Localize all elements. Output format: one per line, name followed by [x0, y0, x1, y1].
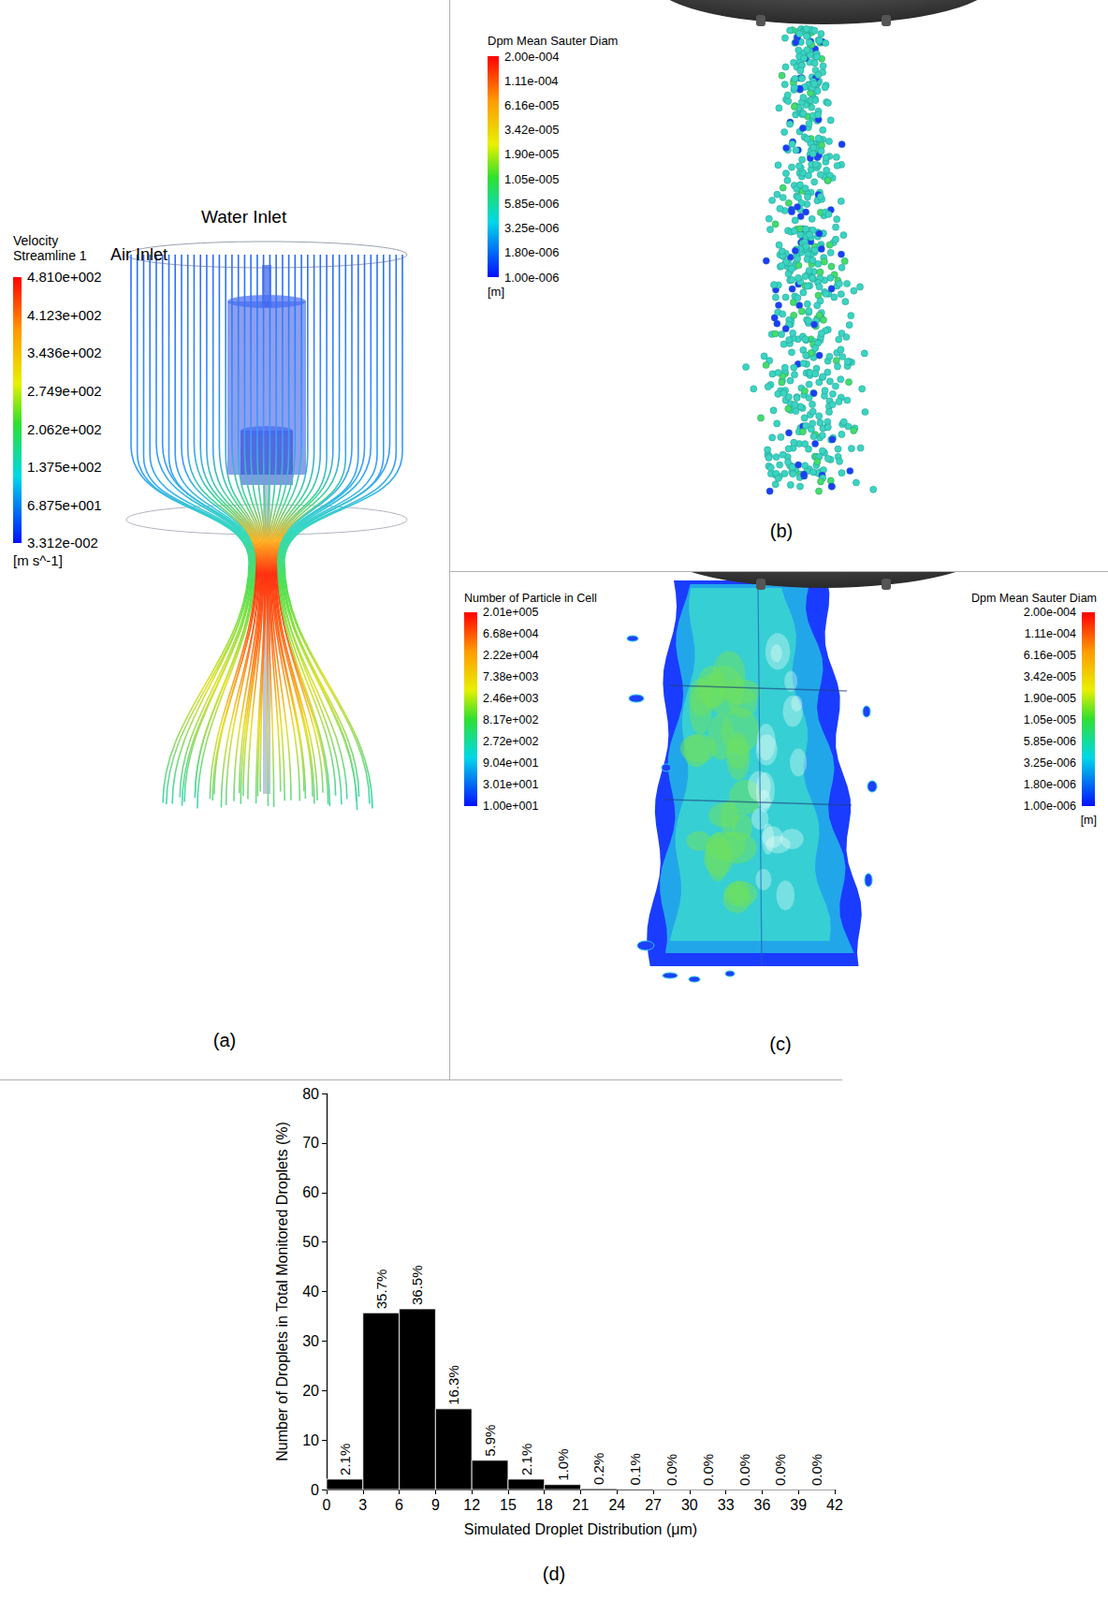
svg-text:6.16e-005: 6.16e-005 [1023, 648, 1077, 662]
svg-text:1.11e-004: 1.11e-004 [1024, 626, 1077, 641]
svg-text:9.04e+001: 9.04e+001 [482, 756, 539, 770]
svg-text:2.00e-004: 2.00e-004 [1023, 605, 1077, 619]
svg-text:2.46e+003: 2.46e+003 [482, 691, 539, 705]
svg-text:2.01e+005: 2.01e+005 [482, 605, 539, 619]
svg-text:0.1%: 0.1% [626, 1452, 643, 1485]
svg-text:60: 60 [302, 1183, 320, 1200]
html-text:(d): (d) [542, 1562, 566, 1584]
svg-text:4.810e+002: 4.810e+002 [27, 268, 103, 285]
svg-text:40: 40 [302, 1282, 320, 1299]
svg-text:Dpm Mean Sauter Diam: Dpm Mean Sauter Diam [487, 33, 618, 48]
svg-text:27: 27 [644, 1496, 662, 1513]
svg-text:1.00e-006: 1.00e-006 [504, 270, 560, 285]
svg-text:50: 50 [302, 1233, 320, 1250]
svg-text:15: 15 [499, 1496, 517, 1513]
svg-text:1.11e-004: 1.11e-004 [504, 73, 559, 88]
svg-text:Number of Droplets in Total Mo: Number of Droplets in Total Monitored Dr… [274, 1121, 291, 1461]
svg-text:1.00e-006: 1.00e-006 [1023, 799, 1077, 813]
svg-text:Number of Particle in Cell: Number of Particle in Cell [464, 591, 598, 605]
svg-text:30: 30 [302, 1332, 320, 1349]
svg-text:5.85e-006: 5.85e-006 [504, 196, 560, 211]
svg-text:0.0%: 0.0% [772, 1453, 788, 1486]
svg-text:Velocity: Velocity [13, 233, 59, 248]
svg-text:2.1%: 2.1% [518, 1443, 535, 1475]
svg-text:0: 0 [310, 1481, 320, 1498]
svg-text:0.0%: 0.0% [808, 1453, 825, 1486]
svg-text:3.25e-006: 3.25e-006 [504, 220, 560, 235]
svg-text:3.312e-002: 3.312e-002 [27, 534, 99, 551]
svg-text:1.05e-005: 1.05e-005 [504, 172, 560, 187]
svg-text:1.00e+001: 1.00e+001 [482, 799, 539, 813]
svg-text:1.0%: 1.0% [554, 1448, 571, 1481]
svg-text:[m]: [m] [487, 284, 505, 299]
svg-text:(a): (a) [213, 1029, 236, 1050]
svg-text:20: 20 [302, 1382, 320, 1399]
svg-text:0: 0 [322, 1496, 332, 1513]
svg-text:1.80e-006: 1.80e-006 [504, 245, 560, 260]
svg-text:6.16e-005: 6.16e-005 [504, 98, 560, 113]
svg-text:80: 80 [302, 1085, 320, 1102]
svg-text:[m s^-1]: [m s^-1] [13, 552, 63, 569]
svg-text:9: 9 [431, 1496, 440, 1513]
svg-text:36.5%: 36.5% [408, 1264, 425, 1305]
svg-text:Simulated Droplet Distribution: Simulated Droplet Distribution (μm) [464, 1520, 698, 1537]
svg-text:4.123e+002: 4.123e+002 [27, 306, 103, 323]
svg-text:2.22e+004: 2.22e+004 [482, 648, 539, 662]
svg-text:0.0%: 0.0% [699, 1453, 716, 1486]
svg-text:3.42e-005: 3.42e-005 [504, 122, 560, 137]
svg-text:3.01e+001: 3.01e+001 [482, 777, 539, 791]
svg-text:3: 3 [358, 1496, 367, 1513]
svg-text:(c): (c) [769, 1033, 791, 1054]
svg-text:Water Inlet: Water Inlet [201, 206, 288, 227]
svg-text:33: 33 [717, 1496, 735, 1513]
svg-text:10: 10 [302, 1431, 320, 1448]
svg-text:1.375e+002: 1.375e+002 [27, 458, 103, 475]
svg-text:1.80e-006: 1.80e-006 [1023, 777, 1077, 791]
svg-text:12: 12 [463, 1496, 481, 1513]
svg-text:(b): (b) [770, 520, 793, 541]
svg-text:2.1%: 2.1% [336, 1443, 353, 1475]
svg-text:5.85e-006: 5.85e-006 [1023, 734, 1077, 748]
svg-text:18: 18 [536, 1496, 554, 1513]
svg-text:30: 30 [681, 1496, 699, 1513]
svg-text:3.436e+002: 3.436e+002 [27, 344, 103, 361]
svg-text:2.749e+002: 2.749e+002 [27, 382, 103, 399]
svg-text:6.875e+001: 6.875e+001 [27, 496, 103, 513]
svg-text:[m]: [m] [1080, 813, 1097, 827]
svg-text:1.05e-005: 1.05e-005 [1023, 713, 1077, 727]
svg-text:Air Inlet: Air Inlet [110, 245, 168, 264]
svg-text:2.062e+002: 2.062e+002 [27, 421, 103, 438]
svg-text:2.72e+002: 2.72e+002 [482, 734, 539, 748]
svg-text:8.17e+002: 8.17e+002 [482, 713, 539, 727]
svg-text:0.0%: 0.0% [736, 1453, 753, 1486]
svg-text:6.68e+004: 6.68e+004 [482, 626, 539, 641]
svg-text:1.90e-005: 1.90e-005 [504, 146, 560, 161]
svg-text:3.42e-005: 3.42e-005 [1023, 670, 1077, 684]
svg-text:Dpm Mean Sauter Diam: Dpm Mean Sauter Diam [971, 591, 1097, 605]
svg-text:0.2%: 0.2% [590, 1452, 607, 1485]
svg-text:24: 24 [608, 1496, 626, 1513]
svg-text:3.25e-006: 3.25e-006 [1023, 756, 1077, 770]
svg-text:Streamline 1: Streamline 1 [13, 247, 88, 263]
svg-text:2.00e-004: 2.00e-004 [504, 49, 560, 64]
svg-text:39: 39 [789, 1496, 807, 1513]
svg-text:5.9%: 5.9% [481, 1424, 498, 1457]
svg-text:42: 42 [826, 1496, 844, 1513]
svg-text:36: 36 [754, 1496, 772, 1513]
svg-text:1.90e-005: 1.90e-005 [1023, 691, 1077, 705]
svg-text:35.7%: 35.7% [373, 1268, 390, 1310]
svg-text:6: 6 [394, 1496, 404, 1513]
svg-text:21: 21 [572, 1496, 590, 1513]
svg-text:70: 70 [302, 1134, 320, 1151]
svg-text:16.3%: 16.3% [445, 1364, 462, 1405]
svg-text:7.38e+003: 7.38e+003 [482, 670, 539, 684]
svg-text:0.0%: 0.0% [663, 1453, 680, 1486]
